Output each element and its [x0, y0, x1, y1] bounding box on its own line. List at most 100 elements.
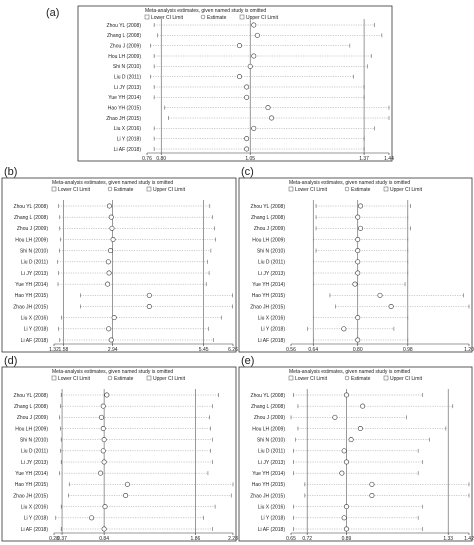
panel-frame — [1, 177, 237, 353]
x-tick-label: 2.28 — [228, 536, 238, 542]
estimate-point — [358, 225, 364, 231]
study-label: Zhang L (2008) — [251, 215, 285, 221]
legend-upper-marker — [383, 375, 389, 381]
estimate-point — [124, 481, 130, 487]
estimate-point — [146, 292, 152, 298]
x-tick-label: 1.42 — [464, 536, 474, 542]
legend-estimate-label: Estimate — [351, 376, 371, 382]
study-label: Liu D (2011) — [21, 260, 48, 266]
estimate-point — [341, 448, 347, 454]
study-label: Zhang L (2008) — [14, 404, 48, 410]
estimate-point — [104, 392, 110, 398]
panel-label: (e) — [241, 355, 254, 367]
x-tick-label: 1.05 — [245, 156, 255, 162]
study-label: Li JY (2013) — [258, 271, 285, 277]
x-tick-label: 0.80 — [353, 347, 363, 353]
estimate-point — [244, 94, 250, 100]
study-label: Hao YH (2015) — [108, 105, 142, 111]
legend-lower-marker — [144, 14, 150, 20]
x-tick-label: 0.28 — [49, 536, 59, 542]
study-label: Zhang L (2008) — [251, 404, 285, 410]
legend-lower-label: Lower CI Limit — [295, 187, 328, 193]
legend-title: Meta-analysis estimates, given named stu… — [289, 369, 410, 375]
study-label: Shi N (2010) — [257, 248, 285, 254]
estimate-point — [111, 315, 117, 321]
estimate-point — [106, 203, 112, 209]
study-label: Zhao JH (2015) — [250, 304, 285, 310]
study-label: Liu D (2011) — [258, 449, 285, 455]
estimate-point — [146, 303, 152, 309]
estimate-point — [357, 425, 363, 431]
panel-c: (c) Meta-analysis estimates, given named … — [238, 166, 474, 353]
study-label: Liu X (2016) — [114, 126, 142, 132]
legend-lower-marker — [51, 375, 57, 381]
legend-upper-marker — [383, 186, 389, 192]
legend-upper-label: Upper CI Limit — [153, 187, 186, 193]
study-label: Zhou J (2009) — [254, 226, 285, 232]
estimate-point — [339, 470, 345, 476]
study-label: Zhou J (2009) — [17, 226, 48, 232]
estimate-point — [341, 326, 347, 332]
study-label: Zhang L (2008) — [107, 33, 141, 39]
estimate-point — [100, 403, 106, 409]
study-label: Li JY (2013) — [258, 460, 285, 466]
estimate-point — [355, 337, 361, 343]
x-tick-label: 1.33 — [443, 536, 453, 542]
legend-estimate-label: Estimate — [114, 376, 134, 382]
x-tick-label: 0.65 — [286, 536, 296, 542]
estimate-point — [89, 515, 95, 521]
study-label: Hou LH (2009) — [15, 426, 48, 432]
estimate-point — [108, 214, 114, 220]
x-tick-label: 0.64 — [308, 347, 318, 353]
x-tick-label: 2.94 — [108, 347, 118, 353]
study-label: Li JY (2013) — [21, 460, 48, 466]
estimate-point — [355, 259, 361, 265]
legend-lower-label: Lower CI Limit — [58, 376, 91, 382]
estimate-point — [254, 32, 260, 38]
study-label: Liu X (2016) — [21, 315, 49, 321]
estimate-point — [101, 437, 107, 443]
study-label: Zhou YL (2008) — [251, 393, 286, 399]
estimate-point — [355, 237, 361, 243]
legend-lower-marker — [51, 186, 57, 192]
study-label: Zhou YL (2008) — [14, 204, 49, 210]
study-label: Liu X (2016) — [258, 315, 286, 321]
study-label: Yue YH (2014) — [15, 471, 48, 477]
study-label: Shi N (2010) — [257, 437, 285, 443]
estimate-point — [244, 136, 250, 142]
x-tick-label: 0.84 — [99, 536, 109, 542]
panel-frame — [1, 366, 237, 542]
study-label: Shi N (2010) — [113, 64, 141, 70]
legend-title: Meta-analysis estimates, given named stu… — [289, 180, 410, 186]
study-label: Hou LH (2009) — [108, 54, 141, 60]
legend-estimate-marker — [344, 375, 350, 381]
panel-a: (a) Meta-analysis estimates, given named … — [46, 5, 394, 162]
legend-title: Meta-analysis estimates, given named stu… — [52, 369, 173, 375]
estimate-point — [98, 470, 104, 476]
panel-frame — [238, 366, 473, 542]
panel-frame — [77, 5, 393, 162]
x-tick-label: 1.86 — [191, 536, 201, 542]
estimate-point — [388, 303, 394, 309]
panel-d: (d) Meta-analysis estimates, given named … — [1, 355, 238, 542]
study-label: Hao YH (2015) — [15, 482, 49, 488]
estimate-point — [98, 414, 104, 420]
panel-frame — [238, 177, 473, 353]
study-label: Hao YH (2015) — [252, 293, 286, 299]
estimate-point — [237, 74, 243, 80]
legend-upper-marker — [146, 375, 152, 381]
x-tick-label: 0.80 — [156, 156, 166, 162]
legend-upper-marker — [239, 14, 245, 20]
estimate-point — [106, 270, 112, 276]
legend-lower-label: Lower CI Limit — [58, 187, 91, 193]
x-tick-label: 1.32 — [49, 347, 59, 353]
legend-upper-label: Upper CI Limit — [153, 376, 186, 382]
study-label: Li Y (2018) — [117, 136, 142, 142]
estimate-point — [237, 43, 243, 49]
estimate-point — [360, 403, 366, 409]
legend-lower-marker — [288, 375, 294, 381]
study-label: Yue YH (2014) — [108, 95, 141, 101]
legend-upper-label: Upper CI Limit — [390, 376, 423, 382]
panel-e: (e) Meta-analysis estimates, given named … — [238, 355, 474, 542]
